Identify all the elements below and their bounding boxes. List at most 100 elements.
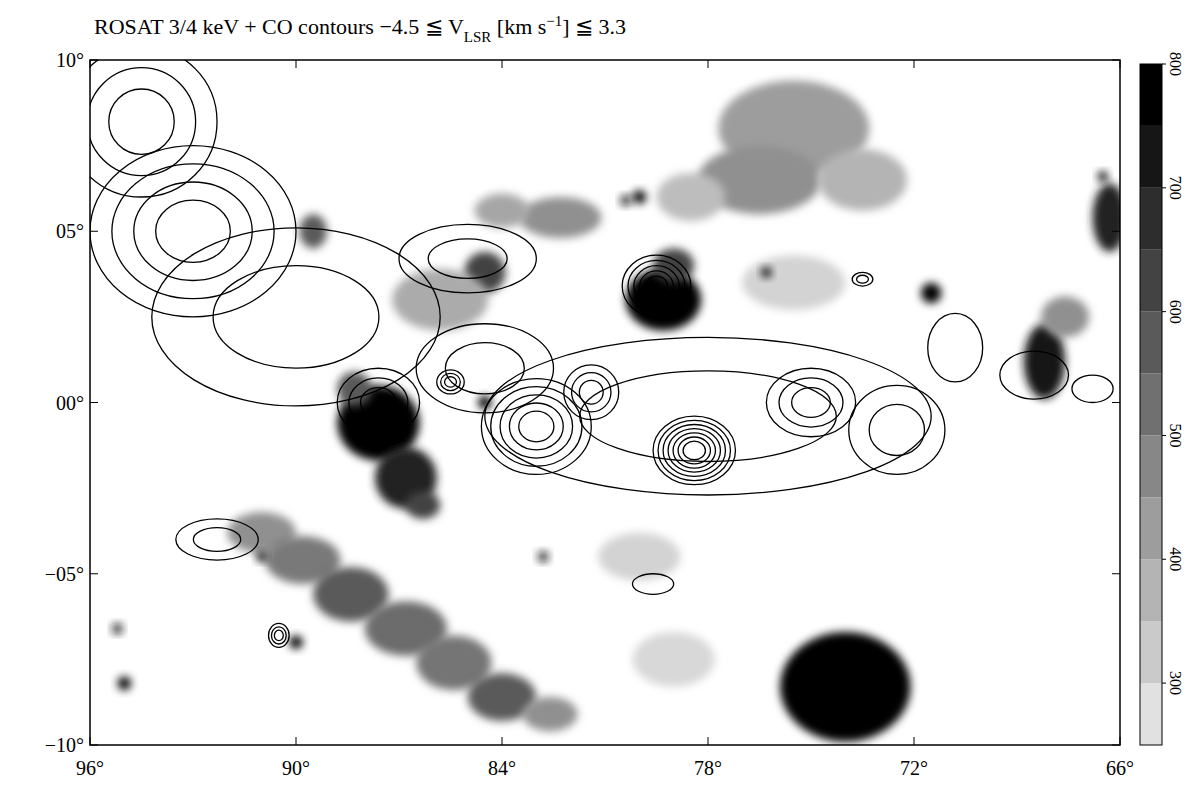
xray-blob — [1093, 183, 1120, 252]
co-contour-ring — [678, 437, 710, 464]
co-contour-ring — [653, 416, 735, 485]
x-tick-label: 66° — [1106, 757, 1134, 779]
xray-blob — [921, 283, 942, 304]
colorbar-step — [1140, 683, 1162, 745]
co-contour-ring — [349, 378, 408, 427]
co-contour-ring — [928, 313, 983, 382]
colorbar-step — [1140, 64, 1162, 126]
colorbar-label: 300 — [1167, 671, 1184, 695]
xray-blob — [620, 195, 630, 205]
co-contour-ring — [632, 574, 673, 595]
colorbar: 300400500600700800 — [1140, 52, 1184, 745]
co-contour-ring — [437, 370, 464, 394]
colorbar-step — [1140, 188, 1162, 250]
co-contour-ring — [673, 433, 715, 468]
co-contour-ring — [519, 411, 554, 442]
co-contour-ring — [792, 388, 831, 418]
co-contour-ring — [428, 239, 507, 278]
co-contour-ring — [869, 404, 924, 455]
co-contour-ring — [90, 60, 217, 197]
y-tick — [1112, 402, 1120, 403]
title-part: LSR — [464, 29, 492, 45]
title-part: −1 — [546, 13, 562, 29]
x-tick — [1120, 737, 1121, 745]
y-tick — [1112, 60, 1120, 61]
co-contour-ring — [852, 272, 873, 286]
xray-blob — [818, 149, 907, 211]
xray-blob — [478, 396, 492, 410]
colorbar-tick — [1162, 683, 1166, 684]
xray-blob — [598, 533, 680, 581]
x-tick — [708, 60, 709, 68]
co-cloud — [176, 519, 258, 560]
co-contour-ring — [271, 627, 286, 644]
co-contour-ring — [857, 275, 869, 283]
y-tick — [1112, 745, 1120, 746]
co-contour-ring — [441, 373, 461, 390]
y-tick — [1112, 231, 1120, 232]
x-tick-label: 96° — [76, 757, 104, 779]
colorbar-label: 400 — [1167, 547, 1184, 571]
colorbar-label: 800 — [1167, 52, 1184, 76]
colorbar-label: 700 — [1167, 176, 1184, 200]
xray-blob — [761, 267, 771, 277]
co-contour-ring — [485, 337, 931, 495]
co-contour-ring — [109, 89, 174, 154]
xray-blob — [117, 677, 131, 691]
colorbar-label: 600 — [1167, 300, 1184, 324]
co-contour-ring — [579, 380, 603, 404]
plot-frame — [90, 60, 1120, 745]
colorbar-tick — [1162, 187, 1166, 188]
colorbar-step — [1140, 621, 1162, 683]
co-contour-ring — [564, 365, 619, 420]
y-tick-label: 10° — [56, 49, 84, 71]
co-cloud — [849, 385, 945, 474]
x-tick — [296, 737, 297, 745]
co-cloud — [437, 370, 464, 394]
co-cloud — [653, 416, 735, 485]
colorbar-step — [1140, 312, 1162, 374]
colorbar-frame — [1140, 64, 1162, 745]
xray-blob — [632, 632, 714, 687]
x-tick-label: 72° — [900, 757, 928, 779]
xray-blob — [1098, 171, 1108, 181]
y-tick-label: −10° — [45, 734, 84, 756]
x-tick-label: 84° — [488, 757, 516, 779]
title: ROSAT 3/4 keV + CO contours −4.5 ≦ VLSR … — [94, 13, 626, 45]
x-tick — [90, 60, 91, 68]
co-contours — [90, 60, 1113, 647]
xray-blob — [519, 197, 601, 238]
co-contour-ring — [640, 271, 674, 301]
xray-blob — [632, 190, 646, 204]
co-cloud — [485, 337, 931, 495]
xray-blob — [742, 255, 845, 310]
co-contour-ring — [500, 395, 573, 458]
co-contour-ring — [112, 164, 274, 299]
co-contour-ring — [213, 266, 379, 368]
xray-blob — [538, 551, 548, 561]
x-tick — [914, 737, 915, 745]
co-contour-ring — [1000, 351, 1069, 399]
x-tick-label: 78° — [694, 757, 722, 779]
co-contour-ring — [628, 260, 685, 311]
co-contour-ring — [491, 387, 582, 467]
co-contour-ring — [269, 623, 290, 647]
y-tick — [90, 231, 98, 232]
xray-blob — [523, 697, 578, 731]
co-cloud — [632, 574, 673, 595]
colorbar-tick — [1162, 435, 1166, 436]
co-cloud — [399, 224, 536, 293]
co-contour-ring — [399, 224, 536, 293]
co-contour-ring — [779, 378, 843, 427]
co-cloud — [766, 368, 855, 437]
title-part: [km s — [491, 14, 546, 39]
xray-blob — [299, 214, 326, 248]
colorbar-tick — [1162, 559, 1166, 560]
co-cloud — [564, 365, 619, 420]
colorbar-step — [1140, 559, 1162, 621]
co-cloud — [152, 228, 440, 406]
xray-blob — [780, 632, 910, 742]
x-tick-label: 90° — [282, 757, 310, 779]
x-tick — [90, 737, 91, 745]
co-contour-ring — [337, 368, 419, 437]
